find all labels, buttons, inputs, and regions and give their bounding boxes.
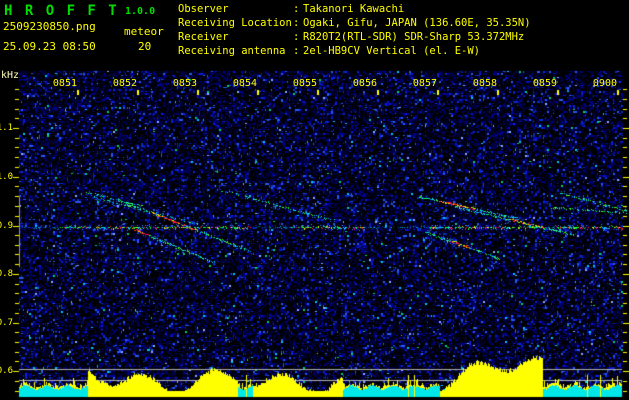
freq-axis-label: 0.7 [0,318,13,328]
station-info-row: Receiver: R820T2(RTL-SDR) SDR-Sharp 53.37… [178,30,531,44]
station-info-label: Receiving antenna [178,45,286,57]
time-axis-label: 0854 [232,78,257,89]
time-axis-label: 0859 [532,78,557,89]
station-info: Observer: Takanori Kawachi Receiving Locat… [178,2,531,58]
freq-axis-label: 0.9 [0,221,13,231]
freq-axis-label: 1.0 [0,172,13,182]
freq-axis-unit-label: kHz [1,70,20,81]
time-axis-label: 0855 [292,78,317,89]
observation-datetime: 25.09.23 08:50 [3,40,96,53]
freq-axis-label: 0.6 [0,366,13,376]
station-info-value: Ogaki, Gifu, JAPAN (136.60E, 35.35N) [303,17,531,29]
station-info-separator: : [293,31,300,43]
freq-axis-label: 1.1 [0,123,13,133]
time-axis-label: 0853 [172,78,197,89]
time-axis-label: 0900 [592,78,617,89]
station-info-row: Receiving Location: Ogaki, Gifu, JAPAN (1… [178,16,531,30]
station-info-row: Receiving antenna:2el-HB9CV Vertical (el… [178,44,531,58]
time-axis-label: 0856 [352,78,377,89]
time-axis-label: 0858 [472,78,497,89]
app-version: 1.0.0 [125,6,156,17]
echo-count: 20 [138,40,152,53]
time-axis-label: 0857 [412,78,437,89]
freq-axis-label: 0.8 [0,269,13,279]
station-info-value: Takanori Kawachi [303,3,405,15]
time-axis-label: 0851 [52,78,77,89]
observation-mode: meteor [124,25,164,38]
station-info-separator: : [293,17,300,29]
app-title: H R O F F T [4,3,119,19]
station-info-label: Receiver [178,31,229,43]
station-info-separator: : [293,45,300,57]
station-info-separator: : [293,3,300,15]
output-filename: 2509230850.png [3,20,96,33]
station-info-value: R820T2(RTL-SDR) SDR-Sharp 53.372MHz [303,31,525,43]
station-info-row: Observer: Takanori Kawachi [178,2,531,16]
time-axis-label: 0852 [112,78,137,89]
station-info-value: 2el-HB9CV Vertical (el. E-W) [303,45,481,57]
station-info-label: Receiving Location [178,17,292,29]
station-info-label: Observer [178,3,229,15]
